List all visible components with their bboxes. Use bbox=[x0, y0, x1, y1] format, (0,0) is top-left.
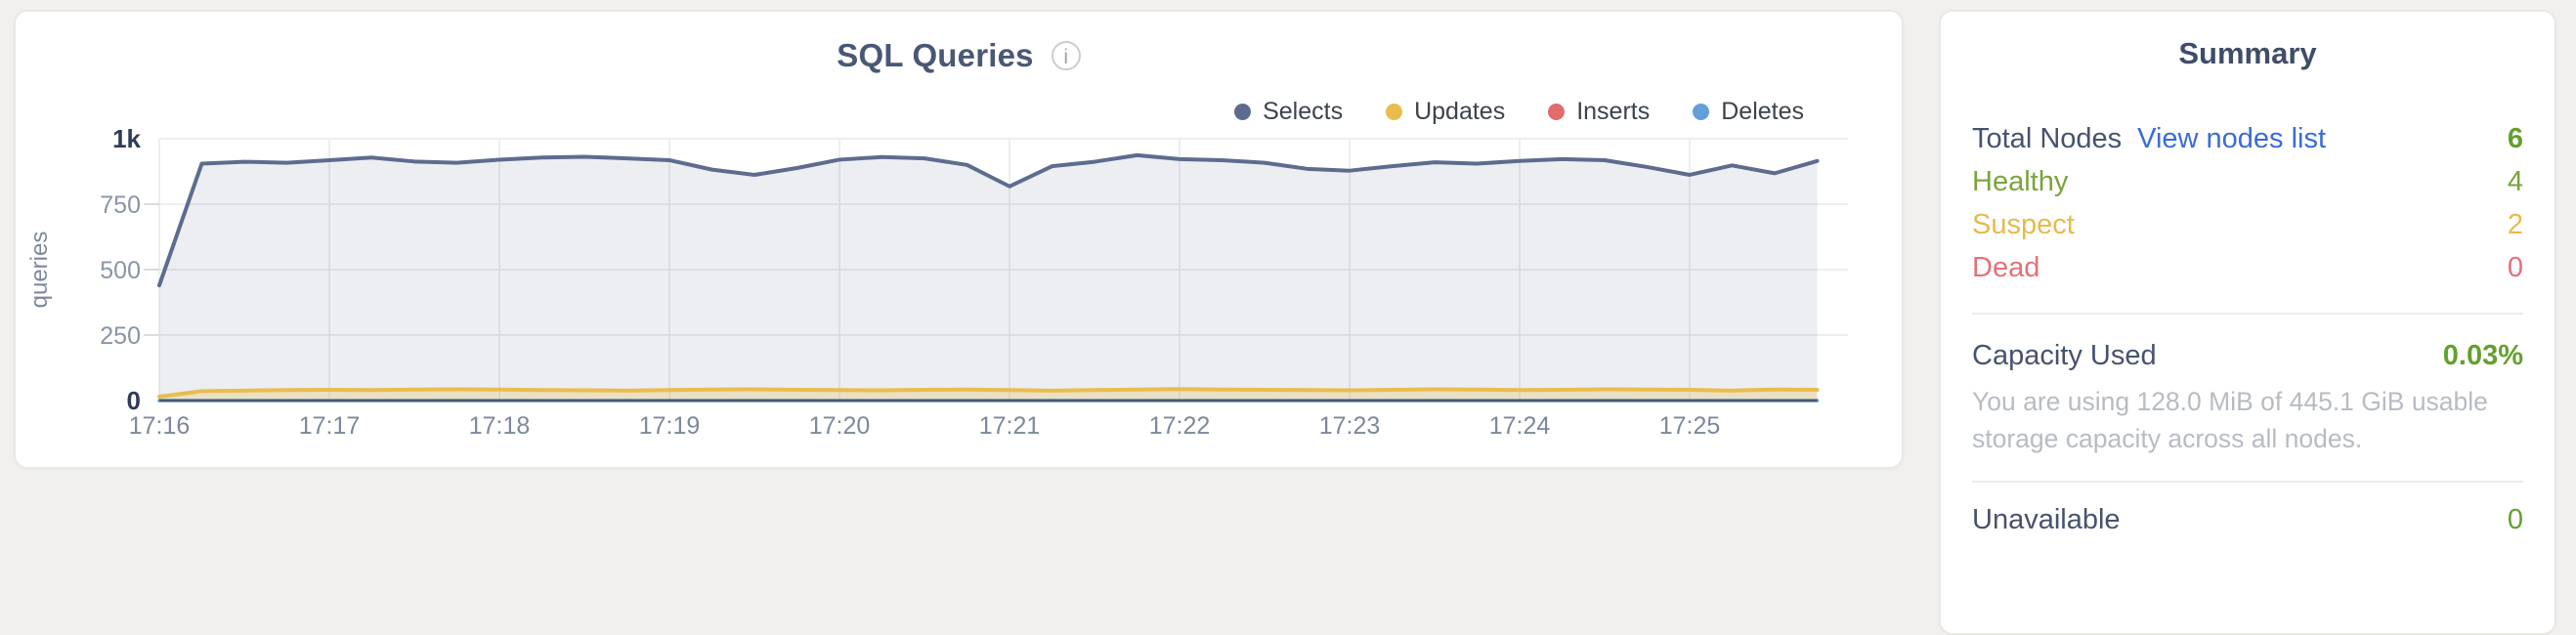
capacity-used-value: 0.03% bbox=[2442, 339, 2523, 371]
healthy-label: Healthy bbox=[1972, 165, 2069, 197]
legend-item-updates[interactable]: Updates bbox=[1386, 98, 1505, 126]
total-nodes-value: 6 bbox=[2507, 122, 2523, 154]
sql-queries-card: SQL Queries i Selects Updates Inserts Delet… bbox=[14, 10, 1904, 469]
x-tick-label: 17:25 bbox=[1659, 412, 1721, 440]
x-tick-label: 17:19 bbox=[639, 412, 701, 440]
y-tick-label: 250 bbox=[100, 322, 141, 350]
legend-label: Updates bbox=[1414, 98, 1506, 125]
gridlines bbox=[144, 138, 1848, 401]
summary-row-suspect: Suspect 2 bbox=[1972, 203, 2523, 246]
summary-rows: Total Nodes View nodes list 6 Healthy 4 … bbox=[1972, 117, 2523, 289]
x-tick-label: 17:21 bbox=[979, 412, 1041, 440]
summary-row-unavailable: Unavailable 0 bbox=[1972, 498, 2523, 541]
chart-legend: Selects Updates Inserts Deletes bbox=[1234, 98, 1804, 126]
capacity-used-label: Capacity Used bbox=[1972, 339, 2157, 371]
dead-label: Dead bbox=[1972, 251, 2040, 283]
summary-divider-1 bbox=[1972, 313, 2523, 315]
x-tick-label: 17:18 bbox=[469, 412, 531, 440]
chart-header: SQL Queries i bbox=[16, 37, 1902, 74]
line-selects bbox=[157, 152, 1820, 288]
suspect-value: 2 bbox=[2507, 208, 2523, 240]
summary-card: Summary Total Nodes View nodes list 6 He… bbox=[1939, 10, 2556, 635]
y-tick-label: 500 bbox=[100, 257, 141, 284]
unavailable-value: 0 bbox=[2507, 503, 2523, 535]
capacity-description: You are using 128.0 MiB of 445.1 GiB usa… bbox=[1972, 387, 2488, 453]
unavailable-label: Unavailable bbox=[1972, 503, 2121, 535]
view-nodes-list-link[interactable]: View nodes list bbox=[2137, 122, 2327, 154]
dead-value: 0 bbox=[2507, 251, 2523, 283]
x-tick-label: 17:24 bbox=[1489, 412, 1551, 440]
y-tick-label: 1k bbox=[112, 124, 141, 153]
area-selects bbox=[159, 154, 1818, 401]
legend-item-selects[interactable]: Selects bbox=[1234, 98, 1343, 126]
x-tick-label: 17:22 bbox=[1149, 412, 1211, 440]
legend-item-inserts[interactable]: Inserts bbox=[1548, 98, 1650, 126]
summary-divider-2 bbox=[1972, 481, 2523, 483]
legend-dot-inserts bbox=[1548, 104, 1566, 120]
legend-label: Selects bbox=[1263, 98, 1344, 125]
x-tick-label: 17:17 bbox=[299, 412, 361, 440]
legend-label: Inserts bbox=[1576, 98, 1651, 125]
y-tick-label: 750 bbox=[100, 191, 141, 219]
axis-labels: 0 250 500 750 1k 17:16 17:17 17:18 17:19 17:20 17:… bbox=[26, 124, 1720, 440]
legend-dot-selects bbox=[1234, 104, 1252, 120]
legend-dot-updates bbox=[1386, 104, 1403, 120]
sql-queries-plot[interactable]: 0 250 500 750 1k 17:16 17:17 17:18 17:19 17:20 17:… bbox=[16, 12, 1906, 471]
legend-label: Deletes bbox=[1721, 98, 1804, 125]
healthy-value: 4 bbox=[2507, 165, 2523, 197]
capacity-used-row: Capacity Used 0.03% bbox=[1972, 334, 2523, 377]
total-nodes-label: Total Nodes bbox=[1972, 122, 2123, 154]
x-tick-label: 17:20 bbox=[809, 412, 871, 440]
summary-heading: Summary bbox=[2178, 36, 2317, 70]
y-axis-title: queries bbox=[26, 232, 53, 309]
legend-item-deletes[interactable]: Deletes bbox=[1693, 98, 1804, 126]
summary-row-dead: Dead 0 bbox=[1972, 246, 2523, 289]
suspect-label: Suspect bbox=[1972, 208, 2075, 240]
summary-row-healthy: Healthy 4 bbox=[1972, 160, 2523, 203]
legend-dot-deletes bbox=[1693, 104, 1710, 120]
series bbox=[157, 152, 1820, 402]
dashboard-page: { "colors": { "page_background": "#f1f0e… bbox=[14, 10, 2556, 635]
x-tick-label: 17:16 bbox=[129, 412, 191, 440]
x-tick-label: 17:23 bbox=[1319, 412, 1381, 440]
chart-title: SQL Queries bbox=[837, 37, 1034, 73]
line-updates bbox=[157, 387, 1820, 399]
summary-row-total-nodes: Total Nodes View nodes list 6 bbox=[1972, 117, 2523, 160]
y-tick-label: 0 bbox=[127, 386, 141, 415]
info-icon[interactable]: i bbox=[1051, 41, 1081, 70]
